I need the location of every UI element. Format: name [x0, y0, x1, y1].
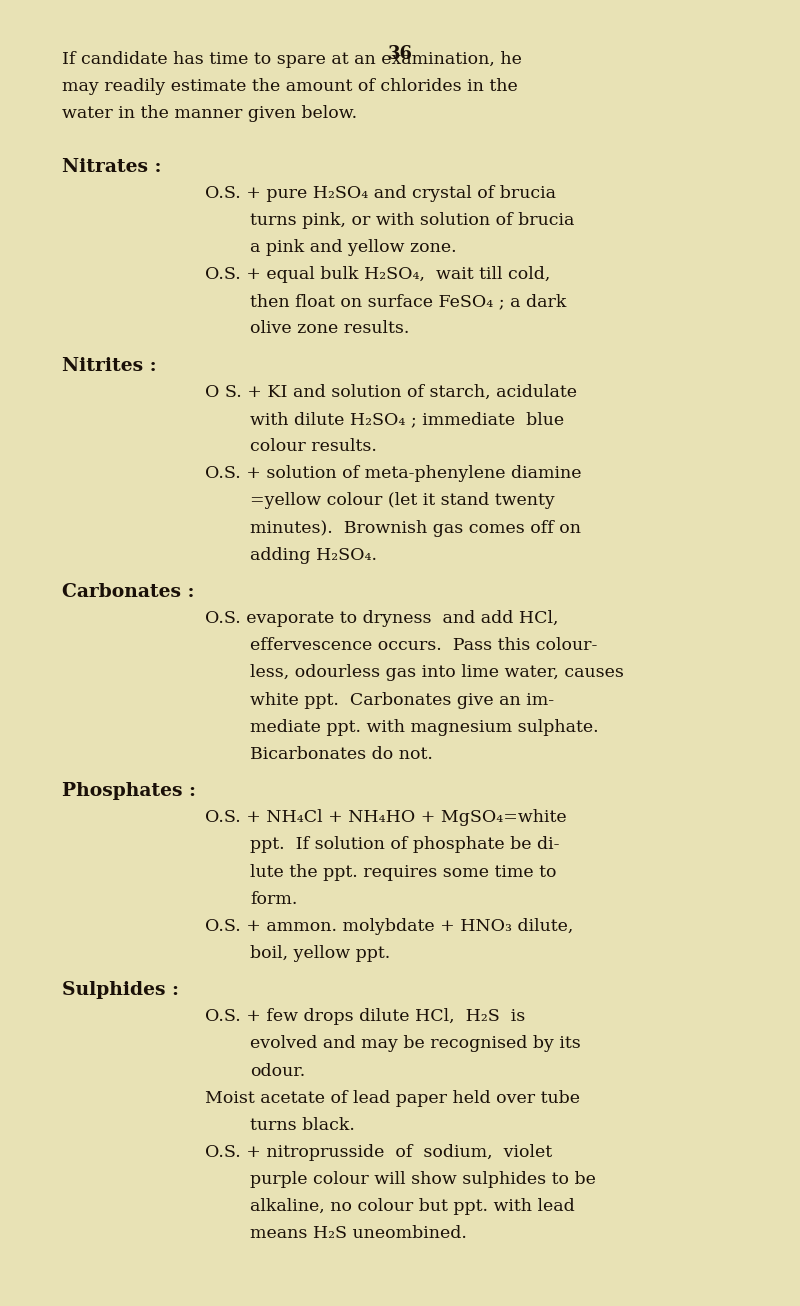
Text: white ppt.  Carbonates give an im-: white ppt. Carbonates give an im-	[250, 691, 554, 709]
Text: Carbonates :: Carbonates :	[62, 584, 194, 601]
Text: mediate ppt. with magnesium sulphate.: mediate ppt. with magnesium sulphate.	[250, 718, 598, 735]
Text: odour.: odour.	[250, 1063, 306, 1080]
Text: 36: 36	[387, 44, 413, 63]
Text: Moist acetate of lead paper held over tube: Moist acetate of lead paper held over tu…	[205, 1089, 580, 1106]
Text: O.S. + equal bulk H₂SO₄,  wait till cold,: O.S. + equal bulk H₂SO₄, wait till cold,	[205, 266, 550, 283]
Text: Phosphates :: Phosphates :	[62, 782, 196, 801]
Text: adding H₂SO₄.: adding H₂SO₄.	[250, 547, 377, 564]
Text: O.S. + NH₄Cl + NH₄HO + MgSO₄=white: O.S. + NH₄Cl + NH₄HO + MgSO₄=white	[205, 810, 566, 827]
Text: Nitrites :: Nitrites :	[62, 357, 157, 375]
Text: turns black.: turns black.	[250, 1117, 355, 1134]
Text: O.S. + ammon. molybdate + HNO₃ dilute,: O.S. + ammon. molybdate + HNO₃ dilute,	[205, 918, 574, 935]
Text: O.S. + few drops dilute HCl,  H₂S  is: O.S. + few drops dilute HCl, H₂S is	[205, 1008, 526, 1025]
Text: with dilute H₂SO₄ ; immediate  blue: with dilute H₂SO₄ ; immediate blue	[250, 411, 564, 428]
Text: lute the ppt. requires some time to: lute the ppt. requires some time to	[250, 863, 557, 880]
Text: purple colour will show sulphides to be: purple colour will show sulphides to be	[250, 1171, 596, 1188]
Text: O.S. + solution of meta-phenylene diamine: O.S. + solution of meta-phenylene diamin…	[205, 465, 582, 482]
Text: less, odourless gas into lime water, causes: less, odourless gas into lime water, cau…	[250, 665, 624, 682]
Text: effervescence occurs.  Pass this colour-: effervescence occurs. Pass this colour-	[250, 637, 598, 654]
Text: O.S. + pure H₂SO₄ and crystal of brucia: O.S. + pure H₂SO₄ and crystal of brucia	[205, 185, 556, 202]
Text: colour results.: colour results.	[250, 439, 377, 456]
Text: a pink and yellow zone.: a pink and yellow zone.	[250, 239, 457, 256]
Text: then float on surface FeSO₄ ; a dark: then float on surface FeSO₄ ; a dark	[250, 294, 566, 311]
Text: form.: form.	[250, 891, 298, 908]
Text: boil, yellow ppt.: boil, yellow ppt.	[250, 944, 390, 961]
Text: Bicarbonates do not.: Bicarbonates do not.	[250, 746, 433, 763]
Text: If candidate has time to spare at an examination, he: If candidate has time to spare at an exa…	[62, 51, 522, 68]
Text: Nitrates :: Nitrates :	[62, 158, 162, 176]
Text: means H₂S uneombined.: means H₂S uneombined.	[250, 1225, 467, 1242]
Text: Sulphides :: Sulphides :	[62, 981, 179, 999]
Text: O S. + KI and solution of starch, acidulate: O S. + KI and solution of starch, acidul…	[205, 384, 577, 401]
Text: olive zone results.: olive zone results.	[250, 320, 410, 337]
Text: ppt.  If solution of phosphate be di-: ppt. If solution of phosphate be di-	[250, 836, 559, 853]
Text: alkaline, no colour but ppt. with lead: alkaline, no colour but ppt. with lead	[250, 1198, 574, 1215]
Text: O.S. evaporate to dryness  and add HCl,: O.S. evaporate to dryness and add HCl,	[205, 610, 558, 627]
Text: evolved and may be recognised by its: evolved and may be recognised by its	[250, 1036, 581, 1053]
Text: water in the manner given below.: water in the manner given below.	[62, 106, 357, 123]
Text: may readily estimate the amount of chlorides in the: may readily estimate the amount of chlor…	[62, 78, 518, 95]
Text: =yellow colour (let it stand twenty: =yellow colour (let it stand twenty	[250, 492, 554, 509]
Text: turns pink, or with solution of brucia: turns pink, or with solution of brucia	[250, 212, 574, 229]
Text: O.S. + nitroprusside  of  sodium,  violet: O.S. + nitroprusside of sodium, violet	[205, 1144, 552, 1161]
Text: minutes).  Brownish gas comes off on: minutes). Brownish gas comes off on	[250, 520, 581, 537]
